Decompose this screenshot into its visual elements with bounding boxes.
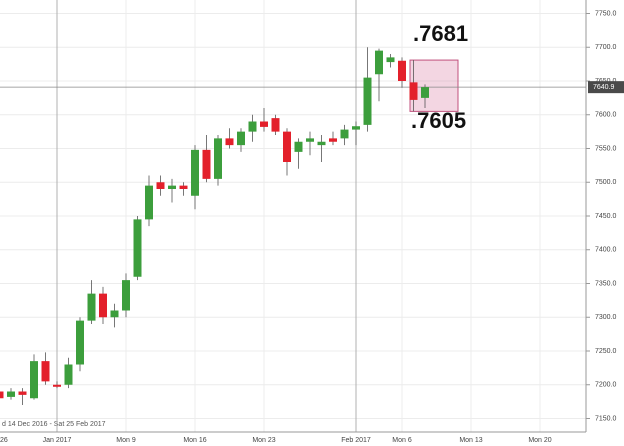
candle-body: [283, 131, 291, 162]
annotation: .7681: [413, 21, 468, 46]
candle-body: [202, 149, 211, 179]
candle-body: [317, 141, 326, 146]
candle-body: [191, 149, 199, 196]
y-tick-label: 7550.0: [595, 145, 617, 152]
candle-body: [0, 391, 4, 399]
candle-body: [306, 138, 314, 142]
x-tick-label: Mon 13: [459, 437, 482, 444]
x-tick-label: Jan 2017: [43, 437, 72, 444]
candle-body: [99, 293, 107, 318]
annotation: .7605: [411, 108, 466, 133]
candle-body: [30, 361, 38, 399]
candle-body: [386, 57, 395, 63]
x-tick-label: Mon 16: [183, 437, 206, 444]
x-tick-label: Feb 2017: [341, 437, 371, 444]
x-tick-label: Mon 9: [116, 437, 136, 444]
y-tick-label: 7500.0: [595, 179, 617, 186]
candle-body: [409, 82, 418, 100]
candle-body: [294, 141, 303, 152]
x-tick-label: Mon 23: [252, 437, 275, 444]
x-tick-label: Mon 20: [528, 437, 551, 444]
x-tick-label: Mon 6: [392, 437, 412, 444]
candle-body: [421, 87, 429, 98]
y-tick-label: 7600.0: [595, 112, 617, 119]
x-tick-label: 26: [0, 437, 8, 444]
y-tick-label: 7700.0: [595, 44, 617, 51]
candle-body: [64, 364, 73, 385]
candle-body: [87, 293, 96, 321]
y-tick-label: 7350.0: [595, 280, 617, 287]
candle-body: [398, 60, 406, 81]
candle-body: [122, 280, 130, 311]
y-tick-label: 7400.0: [595, 247, 617, 254]
candle-body: [133, 219, 142, 277]
y-tick-label: 7150.0: [595, 415, 617, 422]
y-tick-label: 7300.0: [595, 314, 617, 321]
candle-body: [375, 50, 383, 75]
candle-body: [352, 126, 360, 130]
candle-body: [271, 118, 280, 132]
y-tick-label: 7200.0: [595, 382, 617, 389]
candle-body: [18, 391, 27, 395]
candle-body: [225, 138, 234, 146]
y-tick-label: 7250.0: [595, 348, 617, 355]
candle-body: [76, 320, 84, 365]
date-range: d 14 Dec 2016 - Sat 25 Feb 2017: [2, 421, 106, 428]
candle-body: [7, 391, 15, 397]
candle-body: [53, 384, 61, 387]
candle-body: [41, 361, 50, 382]
candle-body: [110, 310, 119, 318]
candle-body: [237, 131, 245, 146]
candle-body: [168, 185, 176, 189]
candle-body: [340, 129, 349, 139]
candle-body: [179, 185, 188, 189]
candle-body: [156, 182, 165, 189]
y-tick-label: 7450.0: [595, 213, 617, 220]
annotation-box: [409, 59, 459, 112]
candle-body: [260, 121, 268, 127]
last-price-tag: [588, 81, 624, 94]
y-tick-label: 7750.0: [595, 10, 617, 17]
candle-body: [329, 138, 337, 142]
last-price-label: 7640.9: [593, 84, 615, 91]
candle-body: [248, 121, 257, 132]
candle-body: [145, 185, 153, 220]
candle-body: [214, 138, 222, 179]
candle-body: [363, 77, 372, 125]
